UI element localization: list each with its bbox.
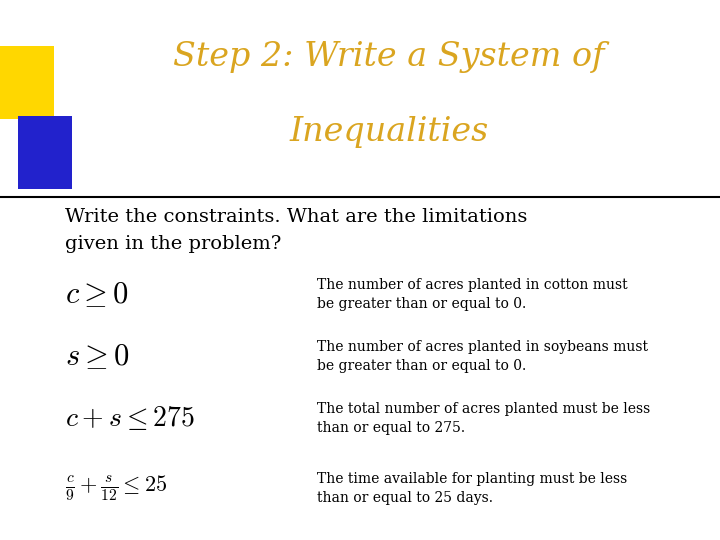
- Text: Inequalities: Inequalities: [289, 116, 488, 148]
- Text: $\frac{c}{9} + \frac{s}{12} \leq 25$: $\frac{c}{9} + \frac{s}{12} \leq 25$: [65, 474, 167, 503]
- Text: The number of acres planted in soybeans must
be greater than or equal to 0.: The number of acres planted in soybeans …: [317, 340, 648, 373]
- Text: $s \geq 0$: $s \geq 0$: [65, 342, 130, 371]
- Text: The total number of acres planted must be less
than or equal to 275.: The total number of acres planted must b…: [317, 402, 650, 435]
- Text: Write the constraints. What are the limitations: Write the constraints. What are the limi…: [65, 208, 527, 226]
- Bar: [18, 116, 72, 189]
- Text: The time available for planting must be less
than or equal to 25 days.: The time available for planting must be …: [317, 472, 627, 505]
- Text: $c \geq 0$: $c \geq 0$: [65, 280, 129, 309]
- Bar: [0, 46, 54, 119]
- Text: Step 2: Write a System of: Step 2: Write a System of: [173, 40, 605, 73]
- Text: The number of acres planted in cotton must
be greater than or equal to 0.: The number of acres planted in cotton mu…: [317, 278, 627, 311]
- Text: $c + s \leq 275$: $c + s \leq 275$: [65, 404, 194, 433]
- Text: given in the problem?: given in the problem?: [65, 235, 282, 253]
